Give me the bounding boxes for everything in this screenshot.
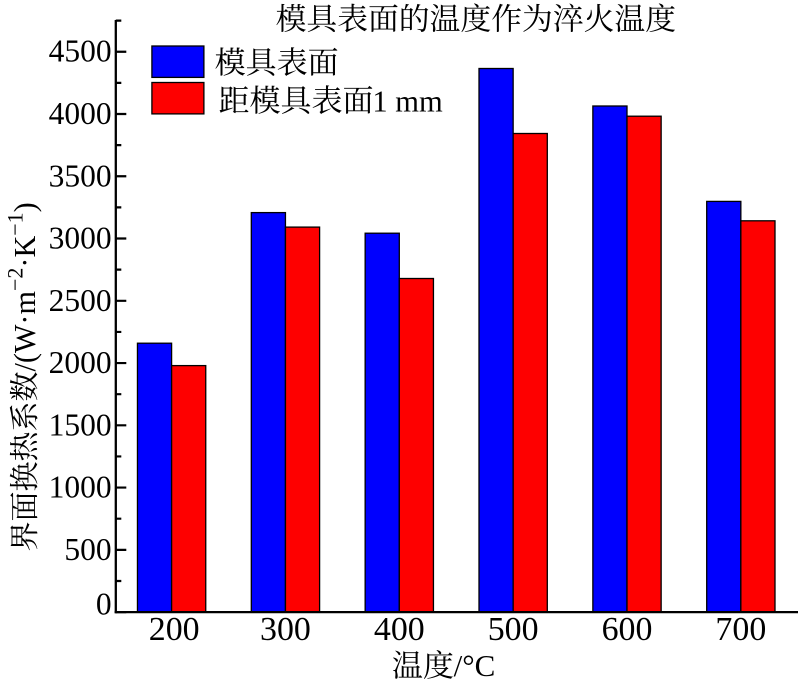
svg-text:500: 500 <box>64 532 111 567</box>
svg-text:1500: 1500 <box>49 407 112 442</box>
svg-text:500: 500 <box>488 611 539 648</box>
svg-text:/(W·m−2·K−1): /(W·m−2·K−1) <box>3 202 43 371</box>
svg-text:400: 400 <box>374 611 425 648</box>
svg-text:3500: 3500 <box>49 158 112 193</box>
svg-text:600: 600 <box>602 611 653 648</box>
svg-text:300: 300 <box>260 611 311 648</box>
svg-text:0: 0 <box>96 586 112 621</box>
svg-text:1 mm: 1 mm <box>372 84 443 118</box>
svg-text:700: 700 <box>715 611 766 648</box>
svg-text:3000: 3000 <box>49 221 112 256</box>
svg-text:200: 200 <box>149 611 200 648</box>
svg-text:2000: 2000 <box>49 345 112 380</box>
svg-text:4000: 4000 <box>49 96 112 131</box>
svg-text:1000: 1000 <box>49 470 112 505</box>
svg-text:4500: 4500 <box>49 34 112 69</box>
svg-text:2500: 2500 <box>49 283 112 318</box>
svg-text:/°C: /°C <box>454 648 496 683</box>
